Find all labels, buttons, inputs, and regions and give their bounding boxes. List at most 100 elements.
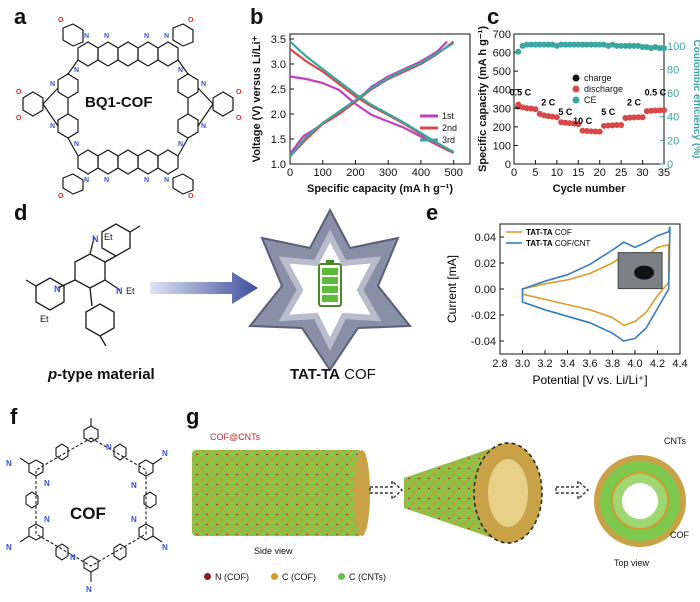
svg-text:N: N [84, 177, 89, 184]
n-label-f2: N [131, 481, 137, 490]
bq1-cof-label: BQ1-COF [85, 94, 153, 111]
chart-c-point-CE [596, 41, 603, 48]
p-type-molecule: N N N Et Et Et [25, 223, 141, 347]
cof-rest: COF [339, 366, 376, 383]
tat-ta-cof-label: TAT-TA COF [290, 366, 376, 383]
chart-b-line-3rd-discharge [289, 40, 455, 153]
chart-b-xtick-label: 100 [314, 167, 332, 179]
chart-e-ytick-label: 0.02 [475, 258, 496, 270]
chart-c-point-CE [571, 41, 577, 48]
chart-c-point-CE [523, 41, 530, 48]
chart-c-legend-marker [572, 74, 580, 82]
n-label-f11: N [6, 543, 12, 552]
svg-text:N: N [50, 81, 55, 88]
chart-c-point-CE [622, 42, 629, 49]
g-legend: N (COF) C (COF) C (CNTs) [204, 572, 386, 582]
chart-c-legend-marker [572, 85, 580, 93]
chart-c-point-CE [579, 41, 586, 48]
chart-e-xtick-label: 3.0 [515, 358, 530, 370]
chart-c-point-discharge [613, 122, 620, 128]
chart-e-xlabel: Potential [V vs. Li/Li⁺] [532, 373, 647, 387]
chart-c: 0 5 10 15 20 25 30 3501002003004005006007000204… [477, 26, 700, 195]
chart-e-xtick-label: 3.8 [605, 358, 620, 370]
chart-e-ytick-label: -0.04 [471, 336, 496, 348]
svg-text:N: N [201, 123, 206, 130]
cnt-top-view [594, 455, 686, 547]
legend-c-cnts-label: C (CNTs) [349, 572, 386, 582]
svg-text:N: N [164, 177, 169, 184]
chart-c-point-CE [661, 45, 667, 52]
chart-c-point-CE [528, 41, 535, 48]
chart-c-xtick-label: 15 [572, 167, 584, 179]
chart-c-ytick-label: 100 [493, 140, 511, 152]
cof-label: COF [70, 504, 106, 523]
chart-c-point-CE [566, 41, 573, 48]
chart-e: 2.8 3.0 3.2 3.4 3.6 3.8 4.0 4.2 4.4 -0.04 -0.02 0.0… [445, 223, 688, 387]
chart-b-xtick-label: 500 [444, 167, 462, 179]
chart-c-point-CE [532, 41, 539, 48]
chart-e-ylabel: Current [mA] [445, 255, 459, 323]
chart-b-frame [289, 33, 471, 165]
material-rest: -type material [57, 366, 155, 383]
chart-c-ytick-label: 400 [493, 85, 511, 97]
svg-text:N: N [178, 141, 183, 148]
n-label-f5: N [44, 515, 50, 524]
chart-c-point-discharge [656, 107, 663, 114]
chart-c-point-discharge [515, 101, 522, 108]
panel-letter-d: d [14, 200, 28, 225]
svg-text:N: N [201, 81, 206, 88]
chart-c-xtick-label: 30 [636, 167, 648, 179]
chart-c-point-discharge [639, 114, 646, 121]
n-label-f4: N [70, 553, 76, 562]
svg-text:O: O [188, 193, 194, 200]
svg-text:N: N [54, 284, 61, 294]
chart-e-inset-photo [617, 252, 663, 290]
chart-c-point-CE [626, 42, 633, 49]
chart-c-point-CE [545, 41, 552, 48]
transition-arrow-2 [555, 479, 590, 501]
chart-b: 0 100 200 300 400 500 1.0 1.5 2.0 2.5 3.0 3.5 Specif… [251, 33, 471, 195]
chart-c-frame [513, 33, 665, 165]
panel-letter-e: e [426, 200, 439, 225]
chart-c-point-discharge [592, 128, 599, 135]
chart-c-rate-label: 5 C [558, 107, 573, 117]
svg-text:N: N [74, 67, 79, 74]
chart-c-point-CE [631, 42, 637, 49]
chart-e-ytick-label: 0.04 [475, 232, 496, 244]
chart-b-xtick-label: 300 [379, 167, 397, 179]
chart-c-point-discharge [562, 119, 569, 126]
svg-text:N: N [164, 33, 169, 40]
chart-c-point-discharge [579, 127, 586, 134]
chart-e-xtick-label: 3.4 [560, 358, 575, 370]
chart-c-ytick-label: 600 [493, 48, 511, 60]
svg-text:O: O [16, 115, 22, 122]
legend-c-cnts: C (CNTs) [338, 572, 386, 582]
n-label-f8: N [6, 459, 12, 468]
chart-c-point-discharge [622, 114, 629, 121]
svg-text:N: N [144, 177, 149, 184]
chart-b-legend-label: 2nd [442, 123, 457, 133]
n-label-f9: N [162, 543, 168, 552]
panel-letter-a: a [14, 4, 27, 29]
svg-text:N: N [92, 234, 99, 244]
chart-b-ytick-label: 2.0 [271, 109, 286, 121]
top-view-label: Top view [614, 558, 650, 568]
chart-c-rate-label: 0.5 C [645, 87, 667, 97]
chart-c-xtick-label: 0 [511, 167, 517, 179]
cof-cnts-label: COF@CNTs [210, 432, 261, 442]
chart-c-point-discharge [596, 128, 603, 135]
chart-e-xtick-label: 4.4 [672, 358, 687, 370]
battery-icon [318, 260, 342, 307]
chart-c-xtick-label: 20 [594, 167, 606, 179]
chart-c-point-discharge [643, 108, 650, 115]
chart-c-point-CE [562, 41, 569, 48]
chart-c-y2label: Coulombic efficiency (%) [691, 40, 700, 159]
chart-c-point-discharge [648, 107, 655, 114]
chart-b-legend-label: 3rd [442, 135, 455, 145]
p-type-material-label: p-type material [48, 366, 155, 383]
chart-b-xtick-label: 0 [287, 167, 293, 179]
legend-n-cof-label: N (COF) [215, 572, 249, 582]
chart-b-xtick-label: 200 [346, 167, 364, 179]
svg-text:O: O [58, 17, 64, 24]
chart-b-ytick-label: 1.0 [271, 159, 286, 171]
